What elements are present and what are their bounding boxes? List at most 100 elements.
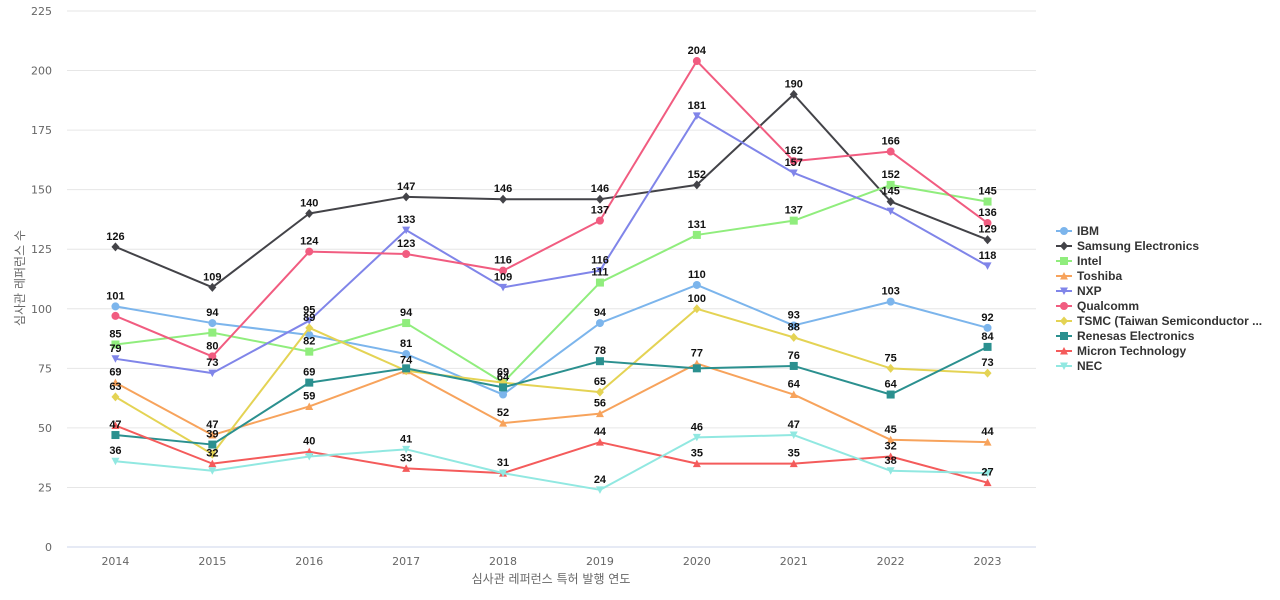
y-tick-label: 150	[31, 184, 52, 197]
series-8	[111, 342, 992, 449]
data-label: 146	[591, 183, 609, 195]
legend-label: NEC	[1077, 359, 1103, 373]
data-label: 32	[206, 448, 218, 460]
data-label: 118	[979, 250, 997, 262]
data-point	[983, 323, 992, 332]
data-label: 76	[788, 350, 800, 362]
legend-item[interactable]: Qualcomm	[1056, 299, 1139, 313]
x-tick-label: 2016	[295, 555, 323, 568]
legend-label: TSMC (Taiwan Semiconductor ...	[1077, 314, 1262, 328]
data-label: 124	[300, 236, 319, 248]
data-point	[789, 390, 798, 399]
data-point	[402, 226, 411, 235]
legend-item[interactable]: Renesas Electronics	[1056, 329, 1195, 343]
data-label: 64	[497, 371, 510, 383]
data-point	[111, 421, 120, 430]
data-point	[789, 157, 798, 166]
data-point	[499, 266, 508, 275]
data-point	[208, 352, 217, 361]
data-point	[402, 464, 411, 472]
legend-marker	[1060, 302, 1068, 310]
data-label: 40	[303, 436, 315, 448]
legend-item[interactable]: NXP	[1056, 284, 1102, 298]
data-point	[983, 342, 992, 351]
data-point	[983, 197, 992, 206]
data-label: 137	[591, 205, 609, 217]
data-point	[595, 194, 604, 204]
data-label: 64	[788, 379, 801, 391]
data-label: 46	[691, 421, 703, 433]
data-label: 147	[397, 181, 415, 193]
data-label: 35	[691, 448, 703, 460]
gridlines	[67, 10, 1036, 488]
data-label: 140	[300, 197, 318, 209]
data-point	[692, 112, 701, 120]
data-label: 146	[494, 183, 512, 195]
series-line	[114, 114, 989, 375]
legend-item[interactable]: IBM	[1056, 224, 1099, 238]
data-label: 145	[978, 186, 996, 198]
data-point	[692, 57, 701, 66]
data-label: 47	[206, 419, 218, 431]
series-10	[111, 431, 992, 494]
series-line	[114, 434, 989, 491]
data-label: 56	[594, 398, 606, 410]
series-line	[114, 60, 989, 358]
data-label: 82	[303, 336, 315, 348]
legend-item[interactable]: Micron Technology	[1056, 344, 1186, 358]
data-point	[789, 169, 798, 177]
data-point	[305, 378, 314, 387]
data-label: 152	[881, 169, 899, 181]
data-point	[595, 278, 604, 287]
data-point	[595, 486, 604, 494]
y-tick-label: 25	[38, 481, 52, 494]
y-axis-ticks: 0 25 50 75 100 125 150 175 200 225	[31, 5, 52, 554]
data-label: 35	[788, 448, 800, 460]
x-tick-label: 2017	[392, 555, 420, 568]
series-2	[111, 89, 992, 292]
data-point	[692, 433, 701, 442]
data-point	[595, 357, 604, 366]
data-point	[208, 459, 217, 468]
data-label: 27	[981, 467, 993, 479]
x-tick-label: 2015	[198, 555, 226, 568]
legend-marker	[1060, 272, 1068, 280]
data-label: 45	[885, 424, 897, 436]
data-label: 74	[400, 355, 413, 367]
data-label: 81	[400, 338, 412, 350]
data-label: 136	[978, 207, 996, 219]
data-label: 69	[497, 367, 509, 379]
data-point	[111, 242, 120, 252]
data-point	[692, 364, 701, 373]
y-tick-label: 50	[38, 422, 52, 435]
legend-item[interactable]: Samsung Electronics	[1056, 239, 1199, 253]
data-point	[886, 207, 895, 216]
legend-label: Renesas Electronics	[1077, 329, 1195, 343]
y-axis-title: 심사관 레퍼런스 수	[13, 230, 27, 326]
legend-item[interactable]: Intel	[1056, 254, 1102, 268]
legend-marker	[1060, 227, 1068, 235]
data-point	[499, 194, 508, 204]
legend-label: Qualcomm	[1077, 299, 1139, 313]
y-tick-label: 200	[31, 65, 52, 78]
data-point	[208, 467, 217, 475]
data-point	[402, 319, 411, 328]
data-label: 69	[109, 367, 121, 379]
legend-item[interactable]: Toshiba	[1056, 269, 1122, 283]
data-label: 47	[788, 419, 800, 431]
x-tick-label: 2018	[489, 555, 517, 568]
legend-item[interactable]: NEC	[1056, 359, 1103, 373]
y-tick-label: 175	[31, 124, 52, 137]
legend-item[interactable]: TSMC (Taiwan Semiconductor ...	[1056, 314, 1262, 328]
data-point	[499, 390, 508, 399]
data-point	[886, 147, 895, 156]
data-label: 116	[494, 255, 512, 267]
legend-label: Samsung Electronics	[1077, 239, 1199, 253]
data-label: 94	[400, 307, 413, 319]
series-5	[111, 112, 992, 378]
data-point	[692, 304, 701, 314]
data-label: 77	[691, 348, 703, 360]
series-group	[111, 57, 992, 494]
